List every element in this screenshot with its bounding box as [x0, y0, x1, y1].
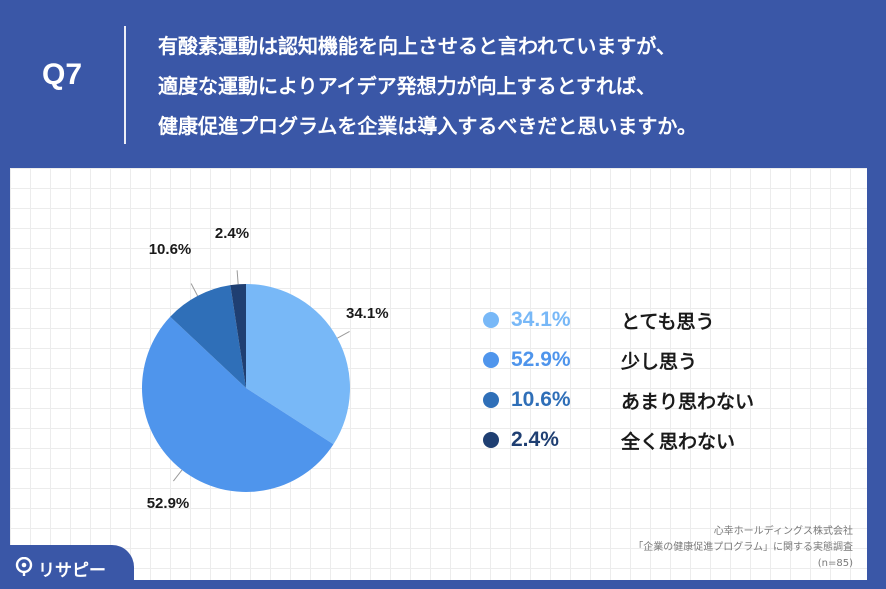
chart-panel: 34.1% 52.9% 10.6% 2.4% 34.1% とても思う 52.9% 少し…	[10, 168, 867, 580]
question-line-1: 有酸素運動は認知機能を向上させると言われていますが、	[158, 34, 676, 58]
legend-value: 2.4%	[511, 428, 559, 451]
leader-line	[190, 283, 199, 297]
pie-slice	[170, 285, 246, 388]
header-divider	[124, 26, 126, 144]
slice-value-label: 2.4%	[215, 225, 249, 242]
legend-value: 10.6%	[511, 388, 571, 411]
source-note: 心幸ホールディングス株式会社 「企業の健康促進プログラム」に関する実態調査 (n…	[633, 524, 853, 572]
legend: 34.1% とても思う 52.9% 少し思う 10.6% あまり思わない 2.4…	[483, 300, 754, 460]
slice-value-label: 52.9%	[147, 495, 190, 512]
legend-item: 34.1% とても思う	[483, 300, 754, 340]
legend-swatch	[483, 352, 499, 368]
brand-logo: リサピー	[0, 545, 134, 589]
slice-value-label: 10.6%	[149, 241, 192, 258]
pie-slice	[246, 284, 351, 445]
header-bar: Q7 有酸素運動は認知機能を向上させると言われていますが、 適度な運動によりアイ…	[0, 0, 886, 168]
legend-label: 少し思う	[621, 350, 698, 373]
question-text: 有酸素運動は認知機能を向上させると言われていますが、 適度な運動によりアイデア発…	[158, 26, 858, 146]
pie-slice	[142, 316, 334, 492]
legend-label: 全く思わない	[621, 430, 736, 453]
pin-icon	[15, 557, 33, 576]
leader-line	[172, 469, 183, 482]
legend-swatch	[483, 392, 499, 408]
legend-swatch	[483, 432, 499, 448]
brand-name: リサピー	[38, 561, 106, 581]
legend-item: 52.9% 少し思う	[483, 340, 754, 380]
slice-value-label: 34.1%	[346, 305, 389, 322]
question-line-3: 健康促進プログラムを企業は導入するべきだと思いますか。	[158, 114, 697, 138]
pie-chart: 34.1% 52.9% 10.6% 2.4%	[142, 225, 389, 512]
pie-slice	[230, 284, 246, 388]
question-number: Q7	[42, 58, 83, 91]
question-line-2: 適度な運動によりアイデア発想力が向上するとすれば、	[158, 74, 656, 98]
legend-label: あまり思わない	[621, 390, 755, 413]
legend-value: 34.1%	[511, 308, 571, 331]
legend-item: 10.6% あまり思わない	[483, 380, 754, 420]
legend-value: 52.9%	[511, 348, 571, 371]
source-sample-size: (n=85)	[817, 558, 853, 569]
source-company: 心幸ホールディングス株式会社	[713, 526, 853, 537]
leader-line	[337, 331, 350, 339]
legend-label: とても思う	[621, 310, 715, 333]
leader-line	[236, 270, 239, 285]
source-survey: 「企業の健康促進プログラム」に関する実態調査	[633, 542, 853, 553]
legend-swatch	[483, 312, 499, 328]
legend-item: 2.4% 全く思わない	[483, 420, 754, 460]
